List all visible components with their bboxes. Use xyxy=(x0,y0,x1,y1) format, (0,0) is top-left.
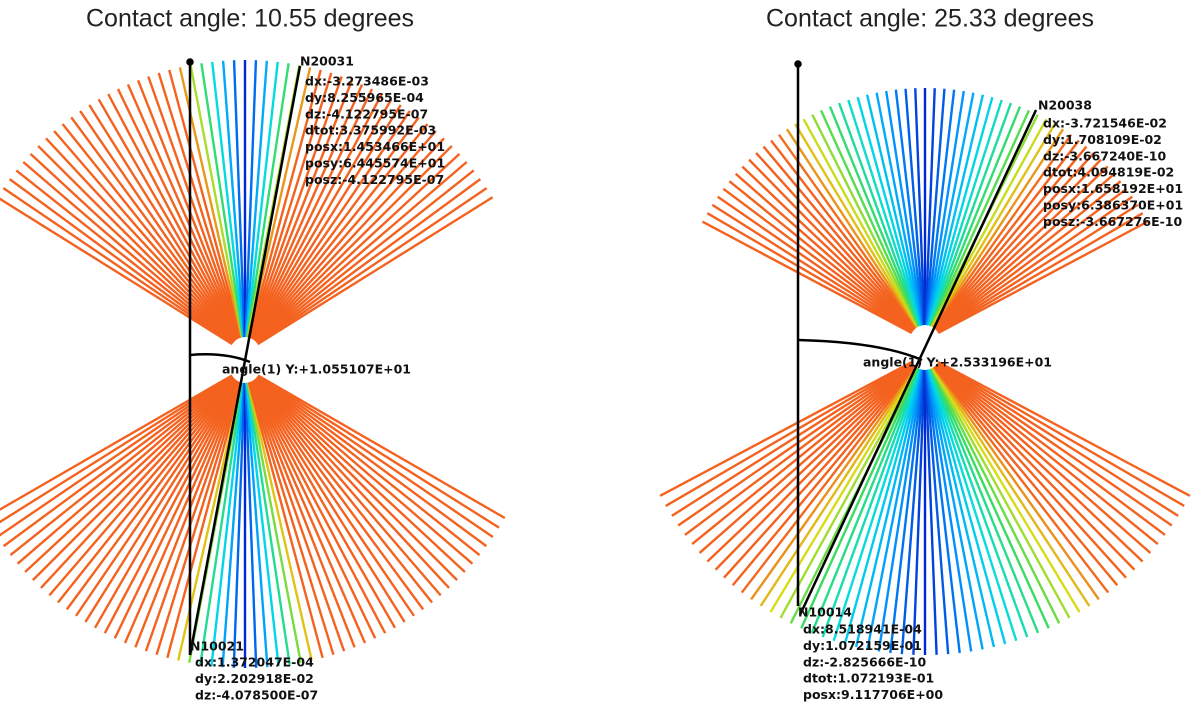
node-result: posz:-3.667276E-10 xyxy=(1043,214,1182,229)
panel-title: Contact angle: 25.33 degrees xyxy=(766,5,1094,33)
fan-line xyxy=(771,140,916,328)
fan-line xyxy=(733,367,916,586)
node-result: posx:1.658192E+01 xyxy=(1043,181,1183,196)
node-result: dx:8.518941E-04 xyxy=(803,622,922,637)
node-result: dx:1.372047E-04 xyxy=(195,655,314,670)
node-result: dz:-4.078500E-07 xyxy=(195,687,318,702)
fan-line xyxy=(257,377,480,555)
node-id: N10014 xyxy=(798,605,852,620)
node-result: dy:1.072159E-01 xyxy=(803,638,922,653)
node-result: posx:9.117706E+00 xyxy=(803,687,943,702)
node-result: posy:6.386370E+01 xyxy=(1043,198,1183,213)
node-result: dz:-2.825666E-10 xyxy=(803,654,926,669)
node-result: dtot:4.094819E-02 xyxy=(1043,165,1174,180)
node-id: N10021 xyxy=(190,639,244,654)
node-result: dz:-4.122795E-07 xyxy=(305,106,428,121)
angle-label: angle(1) Y:+1.055107E+01 xyxy=(222,362,411,377)
node-result: posz:-4.122795E-07 xyxy=(305,172,444,187)
node-result: dx:-3.721546E-02 xyxy=(1043,116,1167,131)
fan-line xyxy=(254,380,432,603)
node-result: posy:6.445574E+01 xyxy=(305,156,445,171)
fan-line xyxy=(935,367,1118,586)
fan-line xyxy=(63,124,236,340)
fan-line xyxy=(257,170,474,342)
screenshot: Contact angle: 10.55 degrees Contact ang… xyxy=(0,0,1199,708)
node-result: dz:-3.667240E-10 xyxy=(1043,148,1166,163)
node-id: N20031 xyxy=(300,54,354,69)
node-result: dtot:3.375992E-03 xyxy=(305,123,436,138)
fan-line xyxy=(10,377,233,555)
node-dot xyxy=(796,62,801,67)
node-result: dy:8.255965E-04 xyxy=(305,90,424,105)
fan-line xyxy=(16,170,233,342)
node-result: dx:-3.273486E-03 xyxy=(305,74,429,89)
node-dot xyxy=(188,60,193,65)
node-id: N20038 xyxy=(1038,98,1092,113)
node-result: posx:1.453466E+01 xyxy=(305,139,445,154)
angle-label: angle(1) Y:+2.533196E+01 xyxy=(863,355,1052,370)
fan-line xyxy=(58,380,236,603)
node-result: dtot:1.072193E-01 xyxy=(803,671,934,686)
node-result: dy:2.202918E-02 xyxy=(195,671,314,686)
panel-title: Contact angle: 10.55 degrees xyxy=(86,5,414,33)
node-result: dy:1.708109E-02 xyxy=(1043,132,1162,147)
